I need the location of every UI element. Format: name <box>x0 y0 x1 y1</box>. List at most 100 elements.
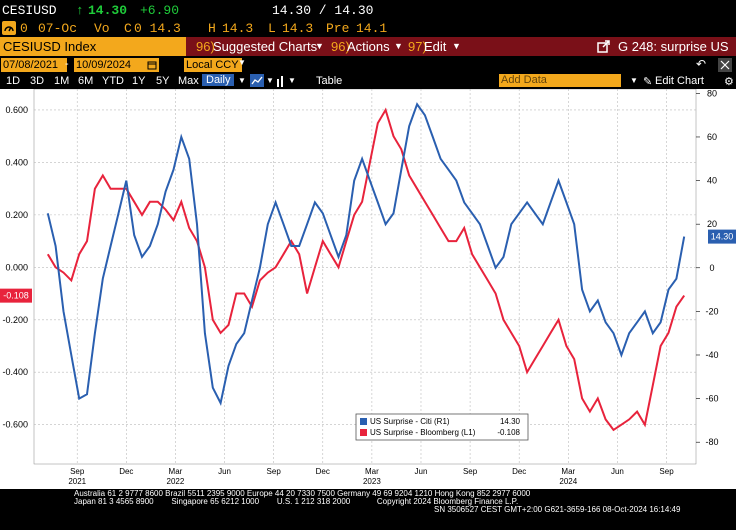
period-3d[interactable]: 3D <box>30 75 45 87</box>
currency-text: Local CCY <box>186 59 239 71</box>
pencil-icon[interactable]: ✎ <box>643 76 653 88</box>
legend-entry-value: 14.30 <box>500 417 521 426</box>
up-arrow-icon: ↑ <box>76 3 84 18</box>
x-tick-label: Jun <box>611 467 624 476</box>
actions-button[interactable]: Actions <box>347 39 390 54</box>
edit-num: 97) <box>408 39 427 54</box>
x-tick-label: Dec <box>316 467 330 476</box>
chart-area[interactable]: 0.600 0.400 0.200 0.000 -0.200 -0.400 -0.600 8… <box>0 89 736 489</box>
high-value: 14.3 <box>222 21 254 36</box>
external-link-icon[interactable] <box>597 40 610 53</box>
x-tick-label: Mar <box>365 467 379 476</box>
chart-svg[interactable]: 0.600 0.400 0.200 0.000 -0.200 -0.400 -0.600 8… <box>0 89 736 489</box>
period-max[interactable]: Max <box>178 75 199 87</box>
x-tick-label: Sep <box>659 467 674 476</box>
gauge-icon[interactable] <box>2 21 16 35</box>
ticker-field[interactable]: CESIUSD Index <box>0 37 186 56</box>
right-tick-label: 20 <box>707 219 717 229</box>
suggested-num: 96) <box>196 39 215 54</box>
ticker-field-text: CESIUSD Index <box>3 39 97 54</box>
settings-icon[interactable]: ⚙ <box>724 76 734 88</box>
right-tick-label: -40 <box>705 350 718 360</box>
left-tick-label: -0.400 <box>2 367 28 377</box>
x-tick-label: Dec <box>512 467 526 476</box>
volume-label: Vo <box>94 21 110 36</box>
x-tick-label: Sep <box>70 467 85 476</box>
add-data-placeholder: Add Data <box>501 74 547 86</box>
chevron-down-icon[interactable]: ▼ <box>288 76 296 85</box>
chevron-down-icon[interactable]: ▼ <box>394 41 403 51</box>
left-tick-label: -0.200 <box>2 315 28 325</box>
chevron-down-icon[interactable]: ▼ <box>238 76 246 85</box>
period-1m[interactable]: 1M <box>54 75 70 87</box>
period-6m[interactable]: 6M <box>78 75 94 87</box>
left-tick-label: 0.000 <box>5 262 28 272</box>
net-change: +6.90 <box>140 3 180 18</box>
bid-ask: 14.30 / 14.30 <box>272 3 374 18</box>
legend-swatch <box>360 429 367 436</box>
right-tick-label: -60 <box>705 394 718 404</box>
chevron-down-icon[interactable]: ▼ <box>452 41 461 51</box>
pre-label: Pre <box>326 21 350 36</box>
bar-chart-icon[interactable] <box>276 75 288 87</box>
close-label: C <box>124 21 132 36</box>
period-1d[interactable]: 1D <box>6 75 21 87</box>
left-tick-label: 0.200 <box>5 210 28 220</box>
quote-details: 0 07-Oc Vo C 0 14.3 H 14.3 L 14.3 Pre 14… <box>0 20 736 37</box>
end-date-input[interactable]: 10/09/2024 <box>74 58 148 72</box>
x-tick-label: Sep <box>267 467 282 476</box>
left-tick-label: 0.600 <box>5 105 28 115</box>
right-tick-label: 0 <box>709 263 714 273</box>
legend-box <box>355 413 529 441</box>
calendar-icon[interactable] <box>145 58 159 72</box>
bloomberg-last-value-text: -0.108 <box>3 291 29 301</box>
table-button[interactable]: Table <box>316 75 343 87</box>
x-year-label: 2021 <box>68 477 86 486</box>
last-price: 14.30 <box>88 3 128 18</box>
quote-date: 07-Oc <box>38 21 78 36</box>
zoom-icon[interactable] <box>718 58 732 72</box>
chevron-down-icon[interactable]: ▼ <box>238 58 246 67</box>
menu-bar: CESIUSD Index 96) Suggested Charts ▼ 96)… <box>0 37 736 56</box>
open-value: 0 <box>20 21 28 36</box>
right-tick-label: 40 <box>707 176 717 186</box>
legend-entry-value: -0.108 <box>497 428 520 437</box>
chevron-down-icon[interactable]: ▼ <box>266 76 274 85</box>
period-1y[interactable]: 1Y <box>132 75 146 87</box>
citi-series-line <box>46 102 686 406</box>
period-5y[interactable]: 5Y <box>156 75 170 87</box>
x-tick-label: Dec <box>119 467 133 476</box>
undo-icon[interactable]: ↶ <box>696 57 707 71</box>
x-tick-label: Mar <box>561 467 575 476</box>
low-label: L <box>268 21 276 36</box>
legend-entry-name: US Surprise - Citi (R1) <box>370 417 450 426</box>
actions-num: 96) <box>331 39 350 54</box>
footer-contacts-1: Australia 61 2 9777 8600 Brazil 5511 239… <box>74 489 531 498</box>
left-tick-label: -0.600 <box>2 420 28 430</box>
legend-swatch <box>360 418 367 425</box>
legend-entry-name: US Surprise - Bloomberg (L1) <box>370 428 476 437</box>
bloomberg-series-line <box>46 107 686 432</box>
right-tick-label: -20 <box>705 306 718 316</box>
line-chart-icon[interactable] <box>250 74 264 87</box>
chevron-down-icon[interactable]: ▼ <box>315 41 324 51</box>
start-date-input[interactable]: 07/08/2021 <box>1 58 67 72</box>
x-year-label: 2024 <box>559 477 577 486</box>
ticker-label: CESIUSD <box>2 3 57 18</box>
add-data-input[interactable]: Add Data <box>499 74 621 87</box>
x-tick-label: Sep <box>463 467 478 476</box>
chevron-down-icon[interactable]: ▼ <box>630 76 638 85</box>
high-label: H <box>208 21 216 36</box>
edit-chart-button[interactable]: Edit Chart <box>655 75 704 87</box>
x-year-label: 2022 <box>167 477 185 486</box>
frequency-select[interactable]: Daily <box>202 74 235 86</box>
period-toolbar: 1D 3D 1M 6M YTD 1Y 5Y Max Daily ▼ ▼ ▼ Ta… <box>0 73 736 89</box>
x-tick-label: Jun <box>218 467 231 476</box>
date-range-bar: 07/08/2021 - 10/09/2024 Local CCY ▼ ↶ <box>0 56 736 73</box>
edit-button[interactable]: Edit <box>424 39 447 54</box>
suggested-charts-button[interactable]: Suggested Charts <box>213 39 318 54</box>
right-tick-label: 60 <box>707 132 717 142</box>
currency-select[interactable]: Local CCY <box>184 58 242 72</box>
period-ytd[interactable]: YTD <box>102 75 124 87</box>
chart-legend: US Surprise - Citi (R1) 14.30 US Surprise … <box>355 413 529 441</box>
